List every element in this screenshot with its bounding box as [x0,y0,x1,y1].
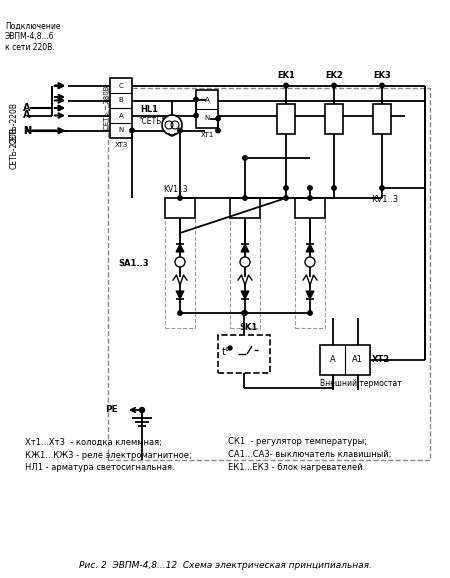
Text: A: A [329,355,335,365]
Circle shape [130,128,134,133]
Bar [196,90,218,128]
Circle shape [242,311,246,315]
Text: A: A [23,103,31,113]
Circle shape [162,115,182,135]
Circle shape [284,196,288,200]
Circle shape [194,113,198,118]
Text: Рис. 2  ЭВПМ-4,8...12  Схема электрическая принципиальная.: Рис. 2 ЭВПМ-4,8...12 Схема электрическая… [79,561,371,570]
Circle shape [178,311,182,315]
Circle shape [178,128,182,133]
Text: СА1...СА3- выключатель клавишный;: СА1...СА3- выключатель клавишный; [228,450,392,460]
Text: N: N [23,125,31,135]
Text: Подключение
ЭВПМ-4,8...6
к сети 220В.: Подключение ЭВПМ-4,8...6 к сети 220В. [5,22,60,52]
Text: XT2: XT2 [372,355,390,365]
Circle shape [284,83,288,88]
Circle shape [332,186,336,190]
Polygon shape [241,244,249,252]
Polygon shape [176,291,184,299]
Text: XT1: XT1 [200,132,214,138]
Text: Внешний термостат: Внешний термостат [320,379,402,388]
Bar [165,213,195,328]
Circle shape [308,311,312,315]
Text: HL1: HL1 [140,106,158,114]
Text: НЛ1 - арматура светосигнальная.: НЛ1 - арматура светосигнальная. [25,464,175,472]
Circle shape [194,97,198,102]
Text: EK3: EK3 [373,71,391,80]
Bar [165,198,195,218]
Text: СЕТЬ-220В: СЕТЬ-220В [9,127,18,169]
Text: "СЕТЬ": "СЕТЬ" [138,117,165,125]
Text: EK2: EK2 [325,71,343,80]
Text: СЕТЬ ~380В: СЕТЬ ~380В [104,86,110,130]
Bar [373,103,391,134]
Circle shape [243,311,247,315]
Text: ЕК1...ЕК3 - блок нагревателей.: ЕК1...ЕК3 - блок нагревателей. [228,464,365,472]
Polygon shape [306,244,314,252]
Text: A1: A1 [352,355,363,365]
Circle shape [228,346,232,350]
Text: KV1..3: KV1..3 [371,195,399,204]
Bar [108,88,430,460]
Text: A: A [119,113,123,118]
Text: Хт1...Хт3  - колодка клеммная;: Хт1...Хт3 - колодка клеммная; [25,438,162,446]
Circle shape [243,156,247,160]
Bar [230,198,260,218]
Bar [230,213,260,328]
Bar [110,78,132,138]
Text: СК1  - регулятор температуры;: СК1 - регулятор температуры; [228,438,367,446]
Text: A: A [23,110,31,120]
Bar [295,213,325,328]
Text: XT3: XT3 [114,142,128,148]
Circle shape [216,128,220,133]
Text: СЕТЬ-220В: СЕТЬ-220В [9,102,18,144]
Text: EK1: EK1 [277,71,295,80]
Text: t°: t° [222,347,230,357]
Text: SK1: SK1 [240,323,258,332]
Circle shape [308,186,312,190]
Text: A: A [205,97,209,102]
Circle shape [380,83,384,88]
Text: PE: PE [105,406,118,414]
Circle shape [380,186,384,190]
Bar [277,103,295,134]
Bar [218,335,270,373]
Text: SA1..3: SA1..3 [118,258,148,268]
Bar [325,103,343,134]
Bar [295,198,325,218]
Circle shape [308,196,312,200]
Text: N: N [118,128,124,134]
Circle shape [284,186,288,190]
Circle shape [140,407,144,413]
Polygon shape [176,244,184,252]
Text: B: B [119,98,123,103]
Bar [320,345,370,375]
Text: N: N [204,116,210,121]
Text: C: C [119,83,123,88]
Polygon shape [306,291,314,299]
Text: KV1..3: KV1..3 [163,185,188,194]
Text: КЖ1...КЖ3 - реле электромагнитное;: КЖ1...КЖ3 - реле электромагнитное; [25,450,192,460]
Circle shape [243,196,247,200]
Text: N: N [23,126,31,136]
Circle shape [216,116,220,121]
Circle shape [332,83,336,88]
Circle shape [178,196,182,200]
Polygon shape [241,291,249,299]
